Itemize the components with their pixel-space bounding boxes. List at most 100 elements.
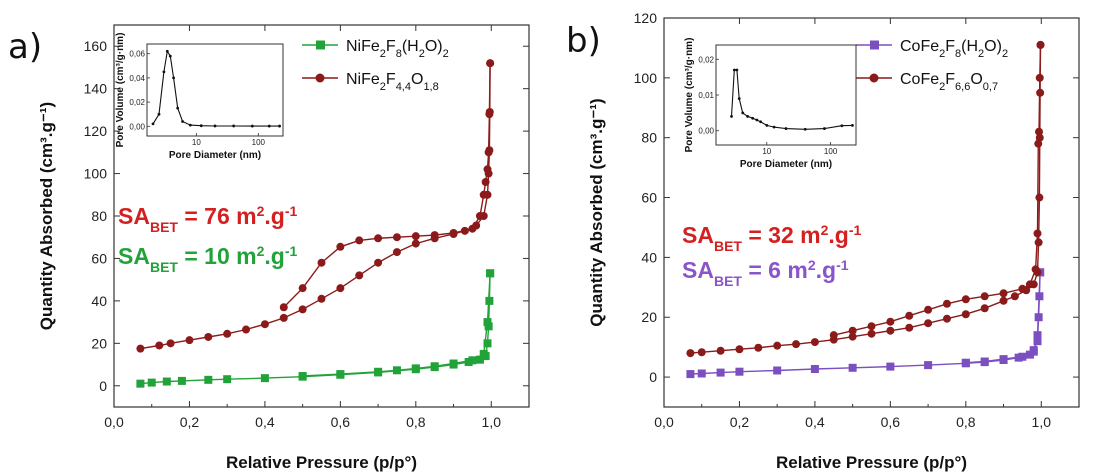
data-point xyxy=(1033,331,1042,340)
data-point xyxy=(1035,193,1044,202)
legend-label: CoFe2F8(H2O)2 xyxy=(900,38,1008,60)
data-point xyxy=(1033,229,1042,238)
x-tick-label: 0,0 xyxy=(104,414,124,430)
data-point xyxy=(177,376,186,385)
inset-y-tick-label: 0,04 xyxy=(129,74,145,83)
data-point xyxy=(336,242,345,251)
inset-y-axis-title: Pore Volume (cm³/g·nm) xyxy=(684,38,695,153)
data-point xyxy=(961,295,970,304)
x-tick-label: 0,6 xyxy=(331,414,351,430)
data-point xyxy=(298,305,307,314)
inset-data-point xyxy=(232,124,236,128)
y-tick-label: 100 xyxy=(634,70,658,86)
data-point xyxy=(483,165,492,174)
inset-chart: 0,00 0,02 0,04 0,06 10 100 Pore Diameter (nm) P… xyxy=(115,33,284,161)
sa-bet-label: SABET = 32 m2.g-1 xyxy=(682,222,862,254)
inset-data-point xyxy=(784,127,788,130)
inset-data-point xyxy=(162,70,166,74)
inset-x-tick-label: 100 xyxy=(824,147,838,156)
data-point xyxy=(223,329,232,338)
legend-marker xyxy=(869,73,879,83)
data-point xyxy=(298,284,307,293)
data-point xyxy=(392,248,401,257)
data-point xyxy=(961,310,970,319)
inset-data-point xyxy=(165,49,169,53)
inset-y-axis-title: Pore Volume (cm³/g·nm) xyxy=(115,33,126,148)
data-point xyxy=(905,323,914,332)
data-point xyxy=(483,318,492,327)
data-point xyxy=(411,364,420,373)
y-tick-label: 100 xyxy=(84,166,108,182)
data-point xyxy=(162,377,171,386)
x-tick-label: 0,8 xyxy=(956,414,976,430)
legend-marker xyxy=(315,73,325,83)
data-point xyxy=(136,344,145,353)
data-point xyxy=(430,231,439,240)
x-tick-label: 1,0 xyxy=(1032,414,1052,430)
data-point xyxy=(1036,40,1045,49)
data-point xyxy=(223,375,232,384)
series-square xyxy=(686,268,1045,379)
x-tick-label: 0,2 xyxy=(730,414,750,430)
inset-x-axis-title: Pore Diameter (nm) xyxy=(169,150,261,161)
inset-frame xyxy=(146,43,284,137)
data-point xyxy=(754,343,763,352)
data-point xyxy=(430,362,439,371)
y-tick-label: 0 xyxy=(99,378,107,394)
data-point xyxy=(155,341,164,350)
legend-label: CoFe2F6,6O0,7 xyxy=(900,71,998,93)
data-point xyxy=(485,110,494,119)
inset-data-point xyxy=(746,115,749,118)
data-point xyxy=(810,338,819,347)
x-tick-label: 0,0 xyxy=(654,414,674,430)
inset-data-point xyxy=(199,124,203,128)
inset-data-point xyxy=(278,124,281,128)
data-point xyxy=(697,348,706,357)
data-point xyxy=(716,346,725,355)
data-point xyxy=(468,356,477,365)
inset-data-point xyxy=(267,124,271,128)
y-tick-label: 80 xyxy=(641,130,657,146)
data-point xyxy=(336,284,345,293)
data-point xyxy=(355,236,364,245)
data-point xyxy=(185,336,194,345)
data-point xyxy=(848,363,857,372)
y-tick-label: 20 xyxy=(91,335,107,351)
data-point xyxy=(279,303,288,312)
inset-data-point xyxy=(176,106,180,110)
data-point xyxy=(1029,347,1038,356)
inset-y-tick-label: 0,00 xyxy=(698,127,714,136)
data-point xyxy=(867,322,876,331)
y-axis-title: Quantity Absorbed (cm³.g⁻¹) xyxy=(37,102,56,330)
y-tick-label: 0 xyxy=(649,369,657,385)
x-tick-label: 0,4 xyxy=(255,414,275,430)
inset-data-point xyxy=(741,111,745,115)
y-tick-label: 160 xyxy=(84,38,108,54)
data-point xyxy=(924,361,933,370)
data-point xyxy=(486,59,495,68)
y-tick-label: 80 xyxy=(91,208,107,224)
y-tick-label: 60 xyxy=(91,250,107,266)
legend-label: NiFe2F8(H2O)2 xyxy=(346,38,449,60)
data-point xyxy=(392,233,401,242)
inset-data-point xyxy=(823,127,826,130)
data-point xyxy=(336,370,345,379)
data-point xyxy=(942,299,951,308)
data-point xyxy=(279,313,288,322)
data-point xyxy=(475,355,484,364)
x-tick-label: 0,8 xyxy=(406,414,426,430)
data-point xyxy=(486,269,495,278)
data-point xyxy=(848,332,857,341)
data-point xyxy=(686,349,695,358)
data-point xyxy=(924,319,933,328)
y-axis-title: Quantity Absorbed (cm³.g⁻¹) xyxy=(587,98,606,326)
data-point xyxy=(697,369,706,378)
data-point xyxy=(479,190,488,199)
inset-data-point xyxy=(250,124,254,128)
data-point xyxy=(1010,292,1019,301)
inset-data-point xyxy=(755,118,759,122)
inset-y-tick-label: 0,06 xyxy=(129,50,145,59)
data-point xyxy=(886,317,895,326)
data-point xyxy=(411,232,420,241)
